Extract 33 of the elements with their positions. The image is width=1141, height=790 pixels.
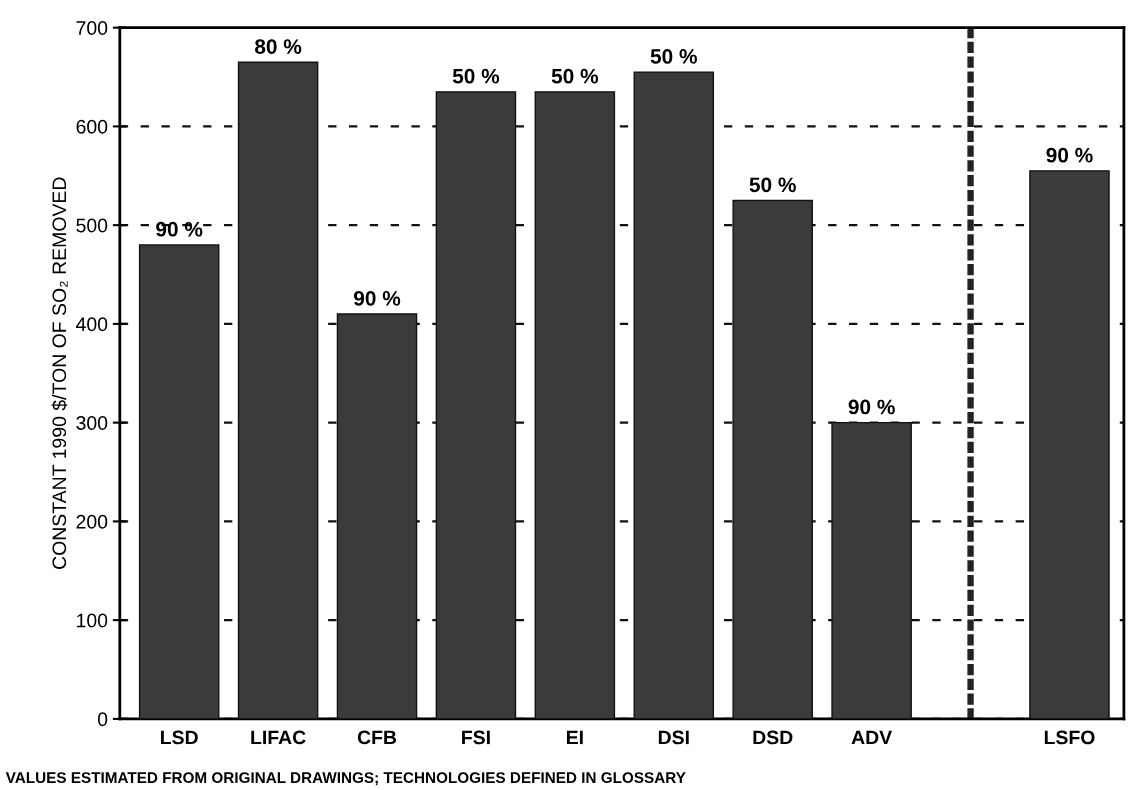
x-tick-label: LSD [161, 730, 198, 745]
x-tick-label: EI [566, 730, 583, 745]
bar [237, 61, 319, 719]
y-tick-label: 700 [76, 21, 108, 35]
y-axis-title: CONSTANT 1990 $/TON OF SO₂ REMOVED [51, 177, 68, 569]
annotation: 90 % [353, 290, 401, 306]
text: VALUES ESTIMATED FROM ORIGINAL DRAWINGS; TECHNOLOGIES DEFINED IN GLOSSARY [5, 772, 686, 786]
x-tick-label: CFB [357, 730, 397, 745]
bar [138, 244, 220, 719]
y-tick-label: 0 [97, 712, 108, 727]
bar [633, 71, 715, 719]
annotation: 80 % [255, 39, 302, 54]
annotation: 50 % [551, 68, 599, 84]
x-tick-label: LIFAC [251, 730, 306, 745]
bar [1029, 170, 1110, 719]
y-tick-label: 500 [76, 218, 108, 233]
x-tick-label: LSFO [1044, 730, 1095, 745]
annotation: 50 % [452, 68, 500, 84]
y-tick-label: 400 [76, 317, 108, 332]
annotation: 90 % [156, 221, 203, 237]
x-tick-label: ADV [851, 730, 893, 745]
bar [534, 91, 616, 719]
x-tick-label: DSD [753, 730, 793, 745]
x-tick-label: DSI [658, 730, 689, 745]
annotation: 90 % [1046, 147, 1093, 163]
y-tick-label: 600 [76, 119, 108, 134]
y-tick-label: 300 [76, 416, 108, 430]
y-tick-label: 100 [77, 613, 108, 628]
annotation: 50 % [749, 177, 796, 193]
annotation: 90 % [848, 399, 895, 415]
x-tick-label: FSI [462, 730, 490, 745]
y-tick-label: 200 [76, 514, 108, 529]
annotation: 50 % [650, 49, 697, 64]
